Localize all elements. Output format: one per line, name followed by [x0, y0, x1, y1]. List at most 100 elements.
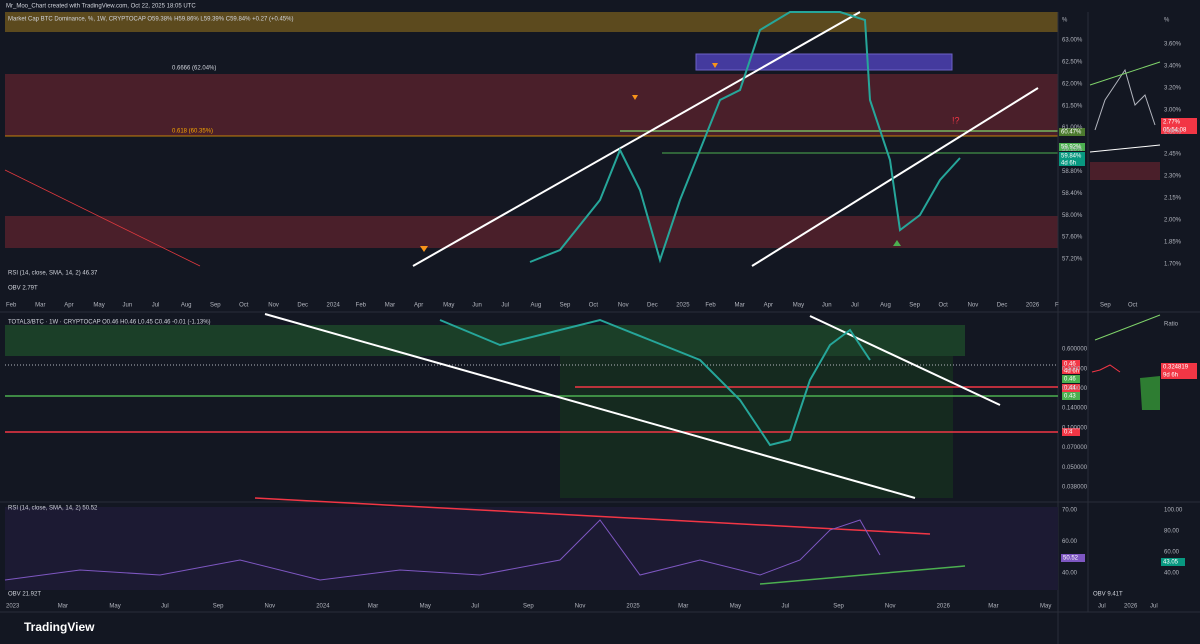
time-axis-label: Aug: [181, 303, 192, 309]
price-path: [1091, 364, 1121, 373]
time-axis-label: Mar: [678, 604, 688, 610]
time-axis-label: Mar: [988, 604, 998, 610]
time-axis-label: Apr: [764, 303, 773, 309]
time-axis-label: May: [443, 303, 454, 309]
green-zone: [5, 325, 965, 356]
price-axis-label: 0.200000: [1062, 386, 1088, 392]
price-axis-label: 57.20%: [1062, 257, 1083, 263]
time-axis-label: Jul: [1098, 604, 1106, 610]
price-badge: 0.324819: [1163, 365, 1189, 371]
price-axis-label: 2.15%: [1164, 196, 1182, 202]
price-axis-label: 62.50%: [1062, 59, 1083, 65]
time-axis-label: Jul: [501, 303, 509, 309]
time-axis-label: Mar: [35, 303, 45, 309]
green-zone: [1140, 376, 1160, 410]
rsi-badge: 43.05: [1163, 560, 1179, 566]
time-axis-label: Apr: [64, 303, 73, 309]
time-axis-label: Sep: [1100, 303, 1111, 309]
time-axis-label: Sep: [523, 604, 534, 610]
time-axis-label: Mar: [368, 604, 378, 610]
badge-bg: [1062, 428, 1080, 436]
time-axis-label: Sep: [213, 604, 224, 610]
time-axis-label: Jul: [152, 303, 160, 309]
time-axis-label: Nov: [575, 604, 586, 610]
price-axis-label: 1.85%: [1164, 240, 1182, 246]
time-axis-label: 2024: [327, 303, 341, 309]
price-axis-label: 2.60%: [1164, 130, 1182, 136]
price-axis-label: 58.40%: [1062, 191, 1083, 197]
obv-legend: OBV 21.92T: [8, 592, 41, 598]
level-label: 0.4: [1064, 430, 1073, 436]
arrow-marker: [893, 240, 901, 246]
trend-line: [412, 11, 861, 267]
price-axis-label: 70.00: [1062, 508, 1078, 514]
price-axis-label: 3.60%: [1164, 42, 1182, 48]
price-axis-label: 61.50%: [1062, 103, 1083, 109]
badge-bg: [1059, 128, 1085, 136]
time-axis-label: Jun: [822, 303, 832, 309]
price-axis-label: 3.20%: [1164, 86, 1182, 92]
time-axis-label: Nov: [618, 303, 629, 309]
time-axis-label: Feb: [705, 303, 716, 309]
price-axis-label: 2.30%: [1164, 174, 1182, 180]
trend-line: [1094, 314, 1161, 341]
rsi-band: [5, 507, 1058, 590]
price-badge: 60.47%: [1061, 130, 1082, 136]
badge-bg: [1061, 554, 1085, 562]
price-axis-label: 62.00%: [1062, 81, 1083, 87]
price-badge: 59.84%: [1061, 154, 1082, 160]
time-axis-label: Jul: [851, 303, 859, 309]
level-label: 0.46: [1064, 377, 1076, 383]
badge-bg: [1059, 143, 1085, 151]
badge-bg: [1062, 375, 1080, 383]
badge-bg: [1062, 392, 1080, 400]
time-axis-label: May: [93, 303, 104, 309]
time-axis-label: Nov: [265, 604, 276, 610]
time-axis-label: Feb: [6, 303, 17, 309]
trend-line: [254, 497, 931, 535]
time-axis-label: May: [109, 604, 120, 610]
time-axis-label: Oct: [239, 303, 249, 309]
time-axis-label: Jul: [782, 604, 790, 610]
price-axis-label: 61.00%: [1062, 125, 1083, 131]
time-axis-label: Mar: [734, 303, 744, 309]
price-badge: 2.77%: [1163, 120, 1181, 126]
time-axis-label: Dec: [297, 303, 308, 309]
price-axis-label: 1.70%: [1164, 262, 1182, 268]
price-path: [529, 11, 961, 264]
axis-title: Ratio: [1164, 322, 1179, 328]
price-axis-label: 58.80%: [1062, 169, 1083, 175]
time-axis-label: Aug: [880, 303, 891, 309]
resistance-zone: [5, 12, 1058, 32]
price-axis-label: 60.00: [1062, 539, 1078, 545]
time-axis-label: Mar: [58, 604, 68, 610]
time-axis-label: 2026: [937, 604, 951, 610]
badge-bg: [1161, 118, 1197, 134]
time-axis-label: Oct: [589, 303, 599, 309]
time-axis-label: 2026: [1124, 604, 1138, 610]
time-axis-label: Sep: [909, 303, 920, 309]
time-axis-label: Feb: [356, 303, 367, 309]
obv-legend: OBV 2.79T: [8, 286, 38, 292]
trend-line: [759, 565, 966, 585]
rsi-legend: RSI (14, close, SMA, 14, 2) 46.37: [8, 271, 98, 277]
time-axis-label: Jul: [161, 604, 169, 610]
badge-bg: [1161, 558, 1185, 566]
price-axis-label: 80.00: [1164, 529, 1180, 535]
time-axis-label: Nov: [268, 303, 279, 309]
trend-line: [4, 169, 201, 267]
price-axis-label: 0.050000: [1062, 465, 1088, 471]
countdown: 05:54:08: [1163, 128, 1187, 134]
obv-legend: OBV 9.41T: [1093, 592, 1123, 598]
trend-line: [1089, 144, 1161, 153]
red-zone: [5, 74, 1058, 136]
price-axis-label: 2.45%: [1164, 152, 1182, 158]
axis-unit: %: [1062, 18, 1068, 24]
countdown: 4d 6h: [1061, 161, 1076, 167]
time-axis-label: 2025: [676, 303, 690, 309]
time-axis-label: Jul: [471, 604, 479, 610]
legend: Market Cap BTC Dominance, %, 1W, CRYPTOC…: [8, 17, 293, 23]
time-axis-label: Apr: [414, 303, 423, 309]
badge-bg: [1059, 152, 1085, 166]
time-axis-label: Jun: [123, 303, 133, 309]
